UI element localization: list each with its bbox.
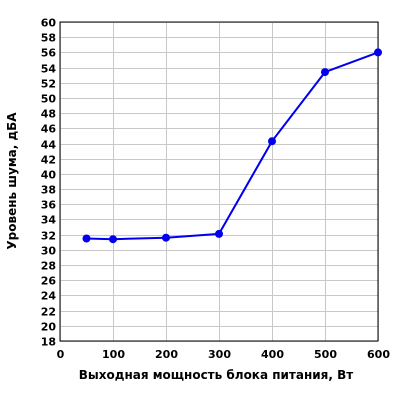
plot-area-frame: [59, 21, 379, 342]
data-point: [268, 137, 276, 146]
y-tick-label: 46: [41, 123, 57, 136]
data-point: [162, 233, 170, 242]
data-point: [82, 234, 91, 243]
y-tick-label: 58: [41, 32, 56, 45]
series-layer: [82, 48, 382, 244]
x-tick-label: 500: [314, 348, 337, 361]
y-tick-label: 32: [41, 230, 56, 243]
data-point: [321, 68, 329, 77]
y-tick-label: 52: [41, 78, 56, 91]
x-tick-label: 400: [261, 348, 284, 361]
x-tick-label: 0: [57, 348, 65, 361]
x-tick-label: 300: [208, 348, 231, 361]
y-tick-label: 40: [41, 169, 57, 182]
y-tick-label: 44: [41, 139, 57, 152]
y-axis-title: Уровень шума, дБА: [5, 112, 19, 250]
y-tick-label: 26: [41, 275, 57, 288]
y-tick-label: 28: [41, 260, 56, 273]
x-axis-title: Выходная мощность блока питания, Вт: [79, 368, 354, 382]
y-tick-label: 30: [41, 245, 57, 258]
y-tick-label: 38: [41, 184, 56, 197]
x-axis-ticks: 0 100 200 300 400 500 600: [57, 348, 391, 361]
y-tick-label: 56: [41, 47, 57, 60]
y-tick-label: 24: [41, 290, 57, 303]
x-tick-label: 600: [367, 348, 390, 361]
y-tick-label: 48: [41, 108, 56, 121]
y-tick-label: 20: [41, 321, 57, 334]
y-tick-label: 42: [41, 154, 56, 167]
x-tick-label: 200: [155, 348, 178, 361]
y-axis-ticks: 18 20 22 24 26 28 30 32 34 36 38 40 42 44 46 48 50 52 54 56…: [41, 17, 57, 349]
data-point: [215, 229, 223, 238]
y-tick-label: 22: [41, 306, 56, 319]
y-tick-label: 34: [41, 214, 57, 227]
y-tick-label: 60: [41, 17, 57, 30]
data-point: [374, 48, 382, 57]
data-point: [109, 235, 117, 244]
x-tick-label: 100: [102, 348, 125, 361]
y-tick-label: 36: [41, 199, 57, 212]
y-tick-label: 18: [41, 336, 56, 349]
y-tick-label: 54: [41, 63, 57, 76]
y-tick-label: 50: [41, 93, 57, 106]
